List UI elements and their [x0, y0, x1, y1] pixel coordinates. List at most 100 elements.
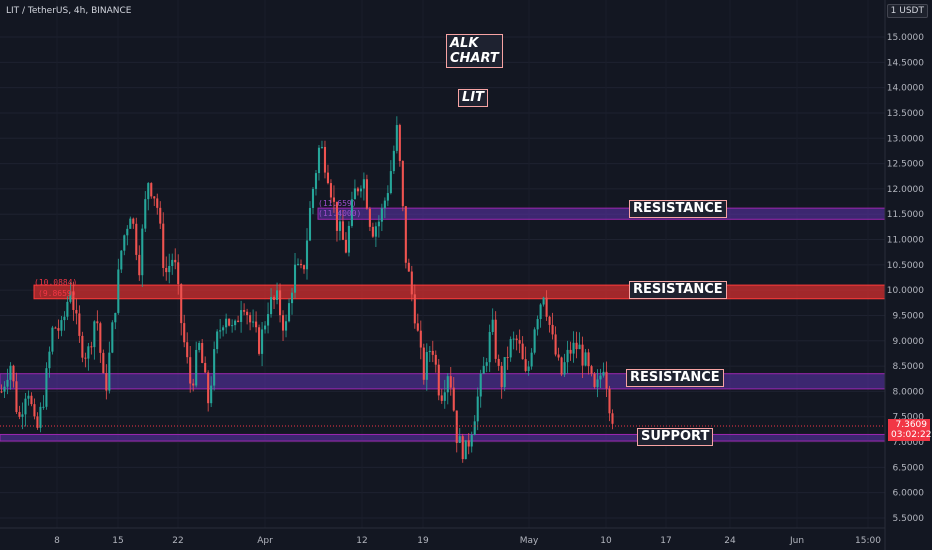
- candle-body: [204, 362, 207, 373]
- candle-body: [560, 357, 563, 375]
- candle-body: [201, 343, 204, 363]
- y-tick-label: 13.0000: [887, 134, 924, 144]
- candle-body: [398, 125, 401, 162]
- candle-body: [449, 376, 452, 388]
- candle-body: [287, 303, 291, 322]
- candle-body: [72, 291, 75, 310]
- candle-body: [273, 297, 276, 301]
- candle-body: [264, 325, 267, 330]
- candle-body: [356, 188, 359, 192]
- candle-body: [473, 421, 476, 435]
- y-tick-label: 15.0000: [887, 33, 924, 43]
- candle-body: [485, 362, 488, 366]
- candle-body: [365, 179, 368, 209]
- candle-body: [213, 349, 216, 386]
- candle-body: [159, 207, 162, 224]
- candle-body: [99, 323, 102, 353]
- y-tick-label: 12.5000: [887, 160, 924, 170]
- candle-body: [317, 147, 321, 174]
- red-zone-upper-price: (10.0884): [34, 278, 78, 287]
- candle-body: [410, 271, 413, 295]
- candle-body: [84, 357, 87, 359]
- candle-body: [219, 330, 222, 332]
- candle-body: [180, 284, 183, 324]
- candle-body: [419, 330, 422, 348]
- candle-body: [500, 365, 503, 388]
- candle-body: [144, 199, 147, 229]
- resistance-label-top: RESISTANCE: [629, 200, 727, 218]
- currency-button[interactable]: 1 USDT: [886, 4, 928, 18]
- candle-body: [90, 346, 93, 348]
- candle-body: [150, 183, 153, 197]
- candle-body: [9, 365, 12, 380]
- candle-body: [6, 379, 9, 387]
- candle-body: [443, 392, 446, 401]
- candle-body: [515, 338, 518, 341]
- candle-body: [461, 436, 464, 460]
- last-price-countdown: 03:02:22: [891, 430, 932, 440]
- candle-body: [225, 318, 228, 328]
- candle-body: [416, 323, 419, 331]
- x-axis[interactable]: 8 15 22 Apr 12 19 May 10 17 24 Jun 15:00: [0, 527, 885, 546]
- candle-body: [258, 327, 261, 354]
- symbol-title[interactable]: LIT / TetherUS, 4h, BINANCE: [6, 6, 132, 16]
- x-tick-label: Jun: [789, 536, 804, 546]
- candle-body: [168, 265, 171, 273]
- candle-body: [243, 310, 246, 312]
- candle-body: [36, 416, 39, 428]
- candle-body: [575, 342, 578, 350]
- x-tick-label: 19: [417, 536, 429, 546]
- candle-body: [54, 327, 57, 329]
- candle-body: [491, 319, 494, 332]
- candle-body: [96, 321, 99, 324]
- candle-body: [165, 267, 168, 273]
- candle-body: [108, 352, 111, 391]
- candle-body: [524, 359, 527, 371]
- candle-body: [323, 146, 327, 173]
- candle-body: [281, 315, 285, 331]
- candle-body: [210, 385, 213, 404]
- chart-text: CHART: [450, 51, 499, 66]
- x-tick-label: 22: [172, 536, 183, 546]
- candle-body: [581, 344, 584, 366]
- candle-body: [455, 410, 458, 443]
- candle-body: [276, 290, 279, 301]
- candle-body: [48, 351, 51, 369]
- candle-body: [470, 434, 473, 447]
- candle-body: [141, 228, 144, 276]
- x-tick-label: 10: [600, 536, 612, 546]
- candle-body: [162, 223, 165, 268]
- y-axis[interactable]: 15.0000 14.5000 14.0000 13.5000 13.0000 12.50…: [884, 0, 924, 550]
- candle-body: [611, 413, 614, 424]
- candle-body: [422, 347, 425, 380]
- candle-body: [177, 262, 180, 285]
- candle-body: [488, 331, 491, 363]
- candle-body: [578, 344, 581, 350]
- candle-body: [518, 340, 521, 344]
- candle-body: [539, 304, 542, 320]
- candle-body: [431, 350, 434, 355]
- y-tick-label: 11.0000: [887, 236, 924, 246]
- candle-body: [428, 350, 431, 353]
- candle-body: [284, 321, 288, 331]
- candle-body: [353, 188, 356, 200]
- candle-body: [503, 357, 506, 388]
- candle-body: [120, 250, 123, 270]
- zone-resistance: [0, 373, 886, 390]
- candle-body: [57, 328, 60, 331]
- candle-body: [452, 387, 455, 411]
- x-tick-label: 12: [356, 536, 367, 546]
- candle-body: [395, 125, 398, 151]
- candle-body: [192, 383, 195, 386]
- candle-body: [24, 398, 27, 415]
- candle-body: [374, 226, 377, 237]
- candle-body: [464, 440, 467, 460]
- candle-body: [293, 264, 297, 293]
- x-tick-label: 24: [724, 536, 736, 546]
- candle-body: [216, 331, 219, 350]
- zones: [0, 207, 886, 442]
- candle-body: [278, 290, 282, 316]
- candle-body: [237, 320, 240, 322]
- candle-body: [434, 354, 437, 365]
